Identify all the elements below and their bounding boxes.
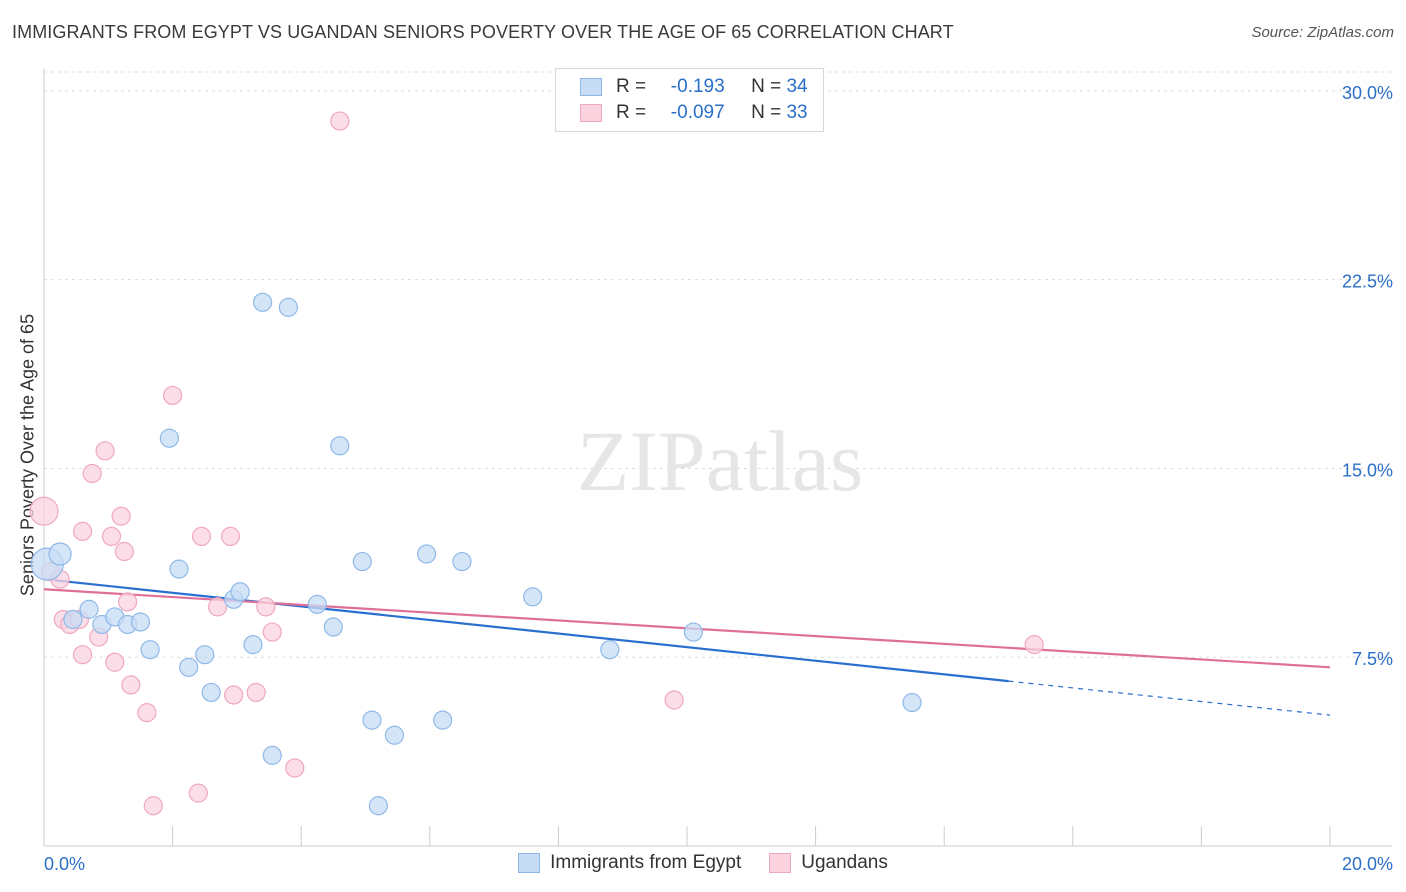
point-egypt — [140, 640, 160, 660]
y-tick-label: 15.0% — [1342, 460, 1393, 480]
legend-n-label: N = — [751, 76, 782, 97]
x-tick-label: 0.0% — [44, 854, 85, 874]
point-ugandans — [117, 592, 138, 612]
legend-r-value: -0.193 — [670, 76, 725, 97]
legend-item-egypt[interactable]: Immigrants from Egypt — [518, 852, 741, 874]
point-egypt — [330, 436, 350, 456]
point-egypt — [362, 710, 382, 730]
point-ugandans — [191, 526, 212, 547]
point-egypt — [433, 710, 453, 730]
trend-line-extension — [1008, 680, 1331, 716]
point-ugandans — [246, 682, 266, 703]
chart-title: IMMIGRANTS FROM EGYPT VS UGANDAN SENIORS… — [12, 22, 954, 42]
point-egypt — [368, 796, 388, 816]
point-egypt — [262, 745, 282, 765]
grid-lines — [44, 71, 1392, 658]
point-ugandans — [256, 597, 276, 617]
point-egypt — [278, 297, 298, 317]
chart-source: Source: ZipAtlas.com — [1251, 24, 1394, 41]
x-tick-label: 20.0% — [1342, 854, 1393, 874]
point-egypt — [307, 594, 327, 614]
legend-n-value: 33 — [786, 102, 808, 123]
point-ugandans — [224, 685, 244, 705]
point-egypt — [384, 725, 405, 745]
point-ugandans — [29, 496, 59, 526]
point-ugandans — [330, 111, 350, 131]
point-ugandans — [220, 526, 241, 547]
point-egypt — [159, 428, 179, 448]
point-ugandans — [101, 526, 122, 547]
point-ugandans — [143, 796, 163, 816]
point-ugandans — [72, 521, 93, 541]
point-ugandans — [105, 652, 125, 672]
stats-legend: R = -0.193 N = 34 R = -0.097 N = 33 — [555, 68, 824, 132]
point-egypt — [201, 682, 221, 703]
legend-swatch-ugandans — [769, 853, 792, 873]
tick-labels: 7.5% 15.0% 22.5% 30.0% 0.0% 20.0% — [44, 83, 1393, 874]
point-ugandans — [208, 597, 228, 617]
point-egypt — [63, 609, 83, 630]
y-tick-label: 22.5% — [1342, 272, 1393, 292]
point-ugandans — [111, 506, 131, 526]
point-egypt — [352, 551, 372, 572]
legend-row-ugandans: R = -0.097 N = 33 — [580, 101, 808, 125]
point-ugandans — [121, 675, 141, 695]
point-egypt — [902, 692, 922, 713]
point-egypt — [523, 587, 543, 607]
point-egypt — [452, 551, 472, 572]
y-tick-label: 7.5% — [1352, 649, 1393, 669]
point-egypt — [48, 542, 72, 566]
point-egypt — [416, 544, 437, 564]
legend-swatch-egypt — [580, 78, 602, 96]
point-egypt — [130, 612, 151, 632]
legend-swatch-ugandans — [580, 104, 602, 122]
trend-line — [43, 578, 1009, 683]
point-egypt — [179, 657, 199, 677]
point-ugandans — [137, 702, 157, 723]
point-egypt — [79, 599, 99, 619]
legend-r-label: R = — [616, 76, 647, 97]
data-points — [29, 111, 1044, 816]
point-egypt — [169, 559, 189, 579]
point-egypt — [195, 645, 215, 665]
legend-row-egypt: R = -0.193 N = 34 — [580, 75, 808, 99]
point-ugandans — [262, 622, 282, 642]
legend-n-value: 34 — [786, 76, 808, 97]
y-tick-label: 30.0% — [1342, 83, 1393, 103]
point-egypt — [230, 582, 250, 602]
axes — [43, 68, 1392, 847]
point-ugandans — [1024, 635, 1044, 655]
legend-label-ugandans: Ugandans — [801, 852, 888, 873]
legend-item-ugandans[interactable]: Ugandans — [769, 852, 888, 874]
point-egypt — [600, 640, 620, 660]
point-egypt — [243, 635, 263, 655]
legend-label-egypt: Immigrants from Egypt — [550, 852, 742, 873]
point-ugandans — [114, 541, 134, 562]
point-egypt — [253, 292, 273, 312]
series-legend: Immigrants from Egypt Ugandans — [0, 852, 1406, 874]
legend-n-label: N = — [751, 102, 782, 123]
point-egypt — [323, 617, 343, 637]
point-ugandans — [664, 690, 684, 710]
point-ugandans — [285, 758, 305, 778]
point-ugandans — [163, 385, 183, 406]
point-egypt — [683, 622, 704, 642]
watermark: ZIPatlas — [577, 413, 864, 509]
legend-r-value: -0.097 — [670, 102, 725, 123]
legend-swatch-egypt — [518, 853, 541, 873]
point-ugandans — [72, 645, 93, 665]
legend-r-label: R = — [616, 102, 647, 123]
point-ugandans — [95, 441, 115, 461]
point-ugandans — [82, 463, 102, 484]
point-ugandans — [188, 783, 208, 803]
